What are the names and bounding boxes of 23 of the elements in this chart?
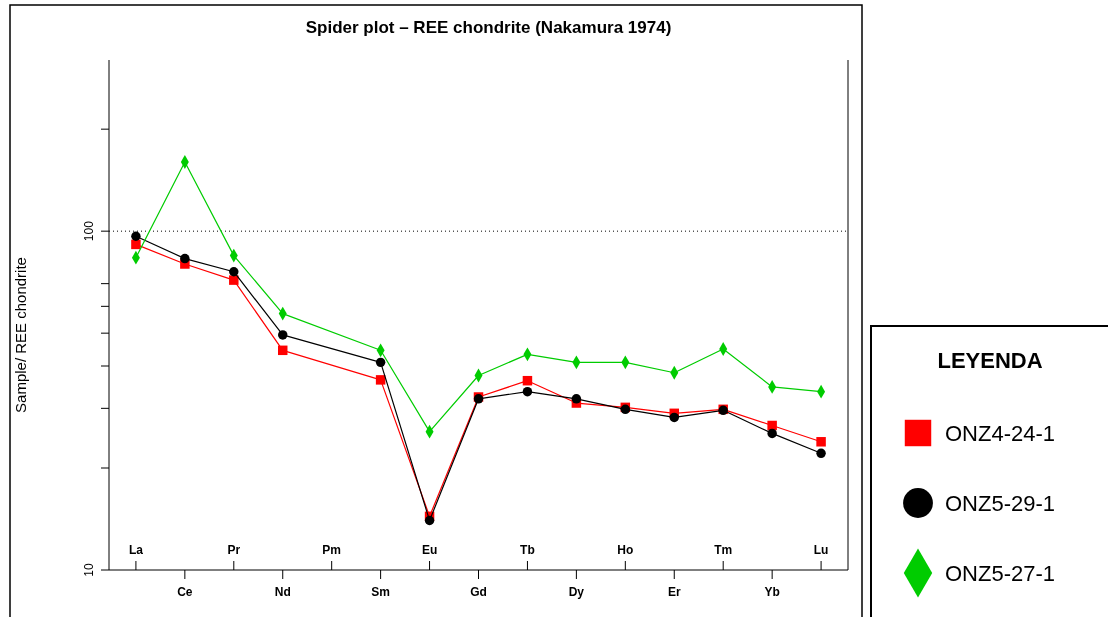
- legend-label: ONZ5-29-1: [945, 491, 1056, 516]
- x-tick-label: Tm: [714, 543, 733, 557]
- legend-label: ONZ5-27-1: [945, 561, 1056, 586]
- x-tick-label: Pr: [227, 543, 241, 557]
- x-tick-label: Eu: [421, 543, 438, 557]
- chart-title: Spider plot – REE chondrite (Nakamura 1974): [305, 18, 672, 37]
- x-tick-label: Sm: [371, 585, 390, 599]
- x-tick-label: Ce: [177, 585, 193, 599]
- x-tick-label: Lu: [813, 543, 829, 557]
- x-tick-label: Tb: [520, 543, 535, 557]
- x-tick-label: Er: [667, 585, 681, 599]
- y-axis-title: Sample/ REE chondrite: [12, 257, 29, 413]
- x-tick-label: La: [128, 543, 144, 557]
- y-tick-label: 10: [82, 563, 96, 577]
- x-tick-label: Pm: [322, 543, 342, 557]
- x-tick-label: Nd: [274, 585, 291, 599]
- x-tick-label: Ho: [617, 543, 634, 557]
- y-tick-label: 100: [82, 220, 96, 242]
- x-tick-label: Yb: [764, 585, 780, 599]
- x-tick-label: Dy: [568, 585, 585, 599]
- legend-label: ONZ4-24-1: [945, 421, 1056, 446]
- legend-title: LEYENDA: [937, 348, 1043, 373]
- x-tick-label: Gd: [470, 585, 487, 599]
